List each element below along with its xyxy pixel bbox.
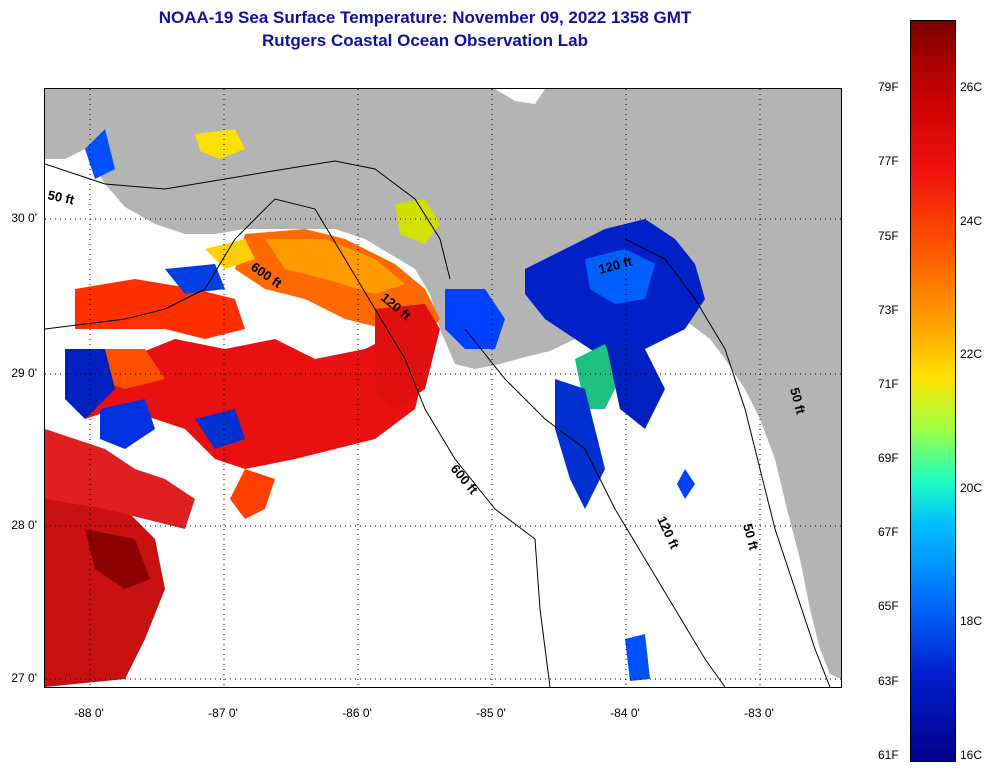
sst-coastal-bay — [395, 199, 440, 244]
contour-label: 600 ft — [448, 461, 482, 497]
lat-label: 27 0' — [11, 671, 37, 685]
sst-map[interactable]: 50 ft 600 ft 120 ft 600 ft 120 ft 120 ft… — [44, 88, 842, 688]
map-subtitle: Rutgers Coastal Ocean Observation Lab — [262, 31, 588, 50]
sst-map-canvas: 50 ft 600 ft 120 ft 600 ft 120 ft 120 ft… — [45, 89, 841, 687]
map-title: NOAA-19 Sea Surface Temperature: Novembe… — [158, 8, 692, 27]
colorbar-f-label: 71F — [878, 377, 899, 391]
colorbar-c-label: 26C — [960, 80, 983, 94]
lon-label: -88 0' — [74, 706, 104, 720]
colorbar-f-label: 63F — [878, 674, 899, 688]
colorbar-c-label: 22C — [960, 347, 983, 361]
sst-coastal-warm — [195, 129, 245, 159]
lon-label: -84 0' — [610, 706, 640, 720]
colorbar-f-label: 65F — [878, 599, 899, 613]
colorbar-c-label: 16C — [960, 748, 983, 762]
colorbar-f-label: 79F — [878, 80, 899, 94]
colorbar-c-label: 20C — [960, 481, 983, 495]
bathymetry-contours — [45, 160, 831, 687]
lat-label: 28 0' — [11, 518, 37, 532]
colorbar-f-label: 73F — [878, 303, 899, 317]
temperature-colorbar — [910, 20, 956, 762]
colorbar-f-label: 61F — [878, 748, 899, 762]
contour-label: 50 ft — [740, 522, 762, 552]
sst-cool-patches — [65, 129, 705, 681]
colorbar-f-label: 77F — [878, 154, 899, 168]
sst-warm-patches — [45, 229, 440, 687]
contour-label: 120 ft — [654, 514, 682, 552]
colorbar-c-label: 18C — [960, 614, 983, 628]
colorbar-c-label: 24C — [960, 214, 983, 228]
colorbar-f-label: 75F — [878, 229, 899, 243]
lon-label: -83 0' — [744, 706, 774, 720]
lat-label: 30 0' — [11, 211, 37, 225]
contour-label: 50 ft — [787, 386, 809, 416]
lon-label: -87 0' — [208, 706, 238, 720]
lon-label: -86 0' — [342, 706, 372, 720]
colorbar-f-label: 69F — [878, 451, 899, 465]
land-interior-white — [495, 89, 545, 104]
colorbar-f-label: 67F — [878, 525, 899, 539]
contour-label: 50 ft — [46, 187, 76, 207]
lat-label: 29 0' — [11, 366, 37, 380]
lon-label: -85 0' — [476, 706, 506, 720]
